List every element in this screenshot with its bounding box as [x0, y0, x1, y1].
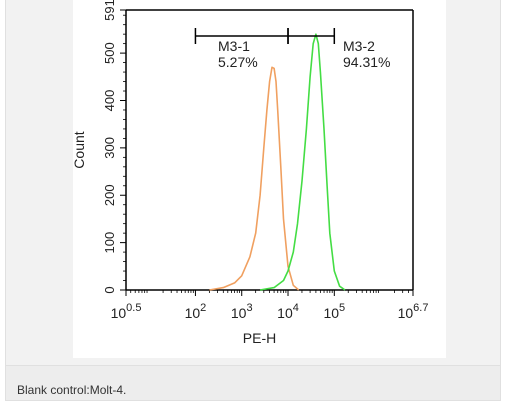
x-tick-label: 106.7 [398, 302, 429, 321]
y-tick-label: 500 [102, 42, 117, 64]
figure-caption: Blank control:Molt-4. [17, 383, 127, 397]
y-tick-label: 0 [102, 286, 117, 293]
gate-label: M3-1 [218, 38, 250, 54]
x-axis-label: PE-H [243, 330, 276, 346]
histogram-series-2 [259, 33, 346, 291]
y-tick-label: 200 [102, 184, 117, 206]
y-tick-label: 300 [102, 137, 117, 159]
x-tick-label: 105 [323, 302, 345, 321]
histogram-series-1 [209, 66, 300, 291]
histogram-chart: 0 100 200 300 400 500 591 Count 100.5 102 103 104 10… [71, 0, 429, 346]
y-tick-label: 591 [102, 0, 117, 21]
gate-percent: 5.27% [218, 54, 258, 70]
y-tick-label: 100 [102, 232, 117, 254]
y-axis-label: Count [71, 131, 87, 168]
figure-frame [5, 0, 501, 366]
y-tick-label: 400 [102, 90, 117, 112]
gate-percent: 94.31% [343, 54, 390, 70]
x-tick-label: 104 [277, 302, 299, 321]
gate-label: M3-2 [343, 38, 375, 54]
x-tick-label: 102 [185, 302, 207, 321]
x-tick-label: 103 [231, 302, 253, 321]
caption-bar: Blank control:Molt-4. [5, 366, 501, 401]
x-tick-label: 100.5 [111, 302, 142, 321]
plot-card [73, 0, 446, 358]
